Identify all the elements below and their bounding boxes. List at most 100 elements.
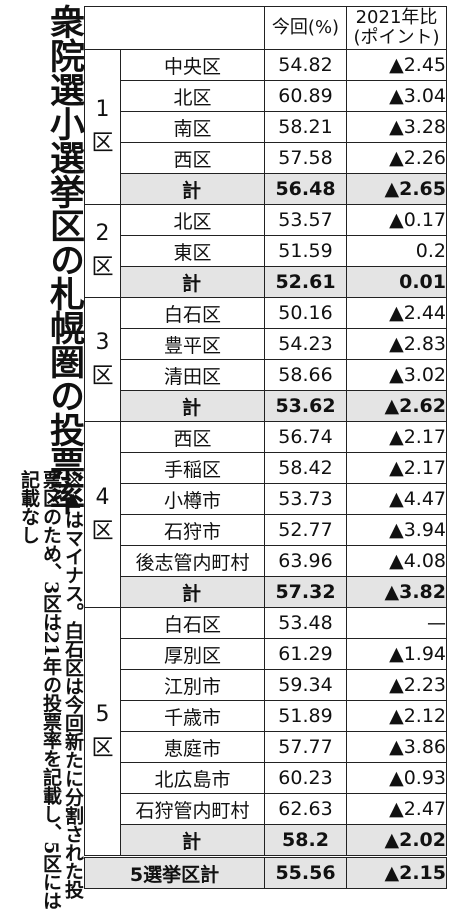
table-row: 北区 60.89 ▲3.04	[85, 80, 447, 112]
subtotal-rate: 52.61	[264, 266, 347, 298]
header-blank	[84, 6, 265, 50]
header-diff-line1: 2021年比	[355, 7, 438, 28]
area-cell: 白石区	[120, 297, 265, 329]
subtotal-rate: 57.32	[264, 576, 347, 608]
subtotal-label: 計	[120, 576, 265, 608]
subtotal-rate: 56.48	[264, 173, 347, 205]
rate-cell: 51.59	[264, 235, 347, 267]
rate-cell: 58.21	[264, 111, 347, 143]
table-row: 小樽市 53.73 ▲4.47	[85, 483, 447, 515]
table-row: 西区 57.58 ▲2.26	[85, 142, 447, 174]
area-cell: 石狩管内町村	[120, 793, 265, 825]
subtotal-row: 計 58.2 ▲2.02	[85, 824, 447, 857]
diff-cell: ▲1.94	[346, 638, 447, 670]
rate-cell: 60.89	[264, 80, 347, 112]
area-cell: 白石区	[120, 607, 265, 639]
area-cell: 手稲区	[120, 452, 265, 484]
subtotal-diff: 0.01	[346, 266, 447, 298]
table-row: 4 区西区 56.74 ▲2.17	[84, 421, 447, 608]
subtotal-label: 計	[120, 824, 265, 857]
area-cell: 西区	[120, 421, 265, 453]
diff-cell: ▲2.44	[346, 297, 447, 329]
subtotal-diff: ▲3.82	[346, 576, 447, 608]
area-cell: 清田区	[120, 359, 265, 391]
area-cell: 厚別区	[120, 638, 265, 670]
rate-cell: 53.73	[264, 483, 347, 515]
area-cell: 東区	[120, 235, 265, 267]
subtotal-row: 計 53.62 ▲2.62	[85, 390, 447, 422]
diff-cell: ▲2.17	[346, 421, 447, 453]
grand-total-row: 5選挙区計 55.56 ▲2.15	[84, 855, 447, 889]
table-row: 石狩管内町村 62.63 ▲2.47	[85, 793, 447, 825]
area-cell: 豊平区	[120, 328, 265, 360]
diff-cell: ▲3.94	[346, 514, 447, 546]
area-cell: 後志管内町村	[120, 545, 265, 577]
subtotal-rate: 53.62	[264, 390, 347, 422]
rate-cell: 58.42	[264, 452, 347, 484]
table-row: 石狩市 52.77 ▲3.94	[85, 514, 447, 546]
header-diff: 2021年比 (ポイント)	[346, 6, 447, 50]
diff-cell: ▲3.04	[346, 80, 447, 112]
rate-cell: 53.48	[264, 607, 347, 639]
page-title: 衆院選小選挙区の札幌圏の投票率	[44, 4, 84, 514]
header-diff-line2: (ポイント)	[353, 27, 440, 48]
diff-cell: ▲0.17	[346, 204, 447, 236]
diff-cell: ▲2.83	[346, 328, 447, 360]
rate-cell: 57.58	[264, 142, 347, 174]
header-row: 今回(%) 2021年比 (ポイント)	[84, 6, 447, 50]
area-cell: 西区	[120, 142, 265, 174]
diff-cell: —	[346, 607, 447, 639]
rate-cell: 60.23	[264, 762, 347, 794]
table-row: 3 区白石区 50.16 ▲2.44	[84, 297, 447, 422]
rate-cell: 54.23	[264, 328, 347, 360]
table-body: 1 区中央区 54.82 ▲2.45 北区 60.89 ▲3.04 南区 58.21 ▲3.28…	[84, 49, 447, 889]
header-current: 今回(%)	[264, 6, 347, 50]
table-row: 1 区中央区 54.82 ▲2.45	[84, 49, 447, 205]
area-cell: 小樽市	[120, 483, 265, 515]
diff-cell: ▲4.47	[346, 483, 447, 515]
table-row: 5 区白石区 53.48—	[84, 607, 447, 857]
table-row: 清田区 58.66 ▲3.02	[85, 359, 447, 391]
table-row: 江別市 59.34 ▲2.23	[85, 669, 447, 701]
subtotal-row: 計 57.32 ▲3.82	[85, 576, 447, 608]
rate-cell: 54.82	[264, 49, 347, 81]
table-row: 2 区北区 53.57 ▲0.17	[84, 204, 447, 298]
area-cell: 千歳市	[120, 700, 265, 732]
table-row: 豊平区 54.23 ▲2.83	[85, 328, 447, 360]
area-cell: 南区	[120, 111, 265, 143]
diff-cell: 0.2	[346, 235, 447, 267]
subtotal-label: 計	[120, 266, 265, 298]
subtotal-rate: 58.2	[264, 824, 347, 857]
table-row: 厚別区 61.29 ▲1.94	[85, 638, 447, 670]
rate-cell: 53.57	[264, 204, 347, 236]
subtotal-diff: ▲2.62	[346, 390, 447, 422]
rate-cell: 57.77	[264, 731, 347, 763]
diff-cell: ▲2.17	[346, 452, 447, 484]
diff-cell: ▲2.47	[346, 793, 447, 825]
area-cell: 北広島市	[120, 762, 265, 794]
rate-cell: 62.63	[264, 793, 347, 825]
table-row: 恵庭市 57.77 ▲3.86	[85, 731, 447, 763]
diff-cell: ▲3.86	[346, 731, 447, 763]
district-label: 5 区	[84, 607, 121, 857]
area-cell: 恵庭市	[120, 731, 265, 763]
diff-cell: ▲2.23	[346, 669, 447, 701]
table-row: 北広島市 60.23 ▲0.93	[85, 762, 447, 794]
district-label: 4 区	[84, 421, 121, 608]
area-cell: 石狩市	[120, 514, 265, 546]
rate-cell: 58.66	[264, 359, 347, 391]
rate-cell: 59.34	[264, 669, 347, 701]
diff-cell: ▲3.02	[346, 359, 447, 391]
diff-cell: ▲2.26	[346, 142, 447, 174]
grand-total-label: 5選挙区計	[84, 855, 265, 889]
turnout-table: 今回(%) 2021年比 (ポイント) 1 区中央区 54.82 ▲2.45 北区 60…	[84, 6, 447, 889]
rate-cell: 61.29	[264, 638, 347, 670]
footnote: ※▲はマイナス。白石区は今回新たに分割された投票区のため、3区は21年の投票率を…	[18, 470, 84, 910]
area-cell: 北区	[120, 204, 265, 236]
diff-cell: ▲2.12	[346, 700, 447, 732]
diff-cell: ▲2.45	[346, 49, 447, 81]
subtotal-diff: ▲2.02	[346, 824, 447, 857]
rate-cell: 63.96	[264, 545, 347, 577]
area-cell: 江別市	[120, 669, 265, 701]
area-cell: 中央区	[120, 49, 265, 81]
